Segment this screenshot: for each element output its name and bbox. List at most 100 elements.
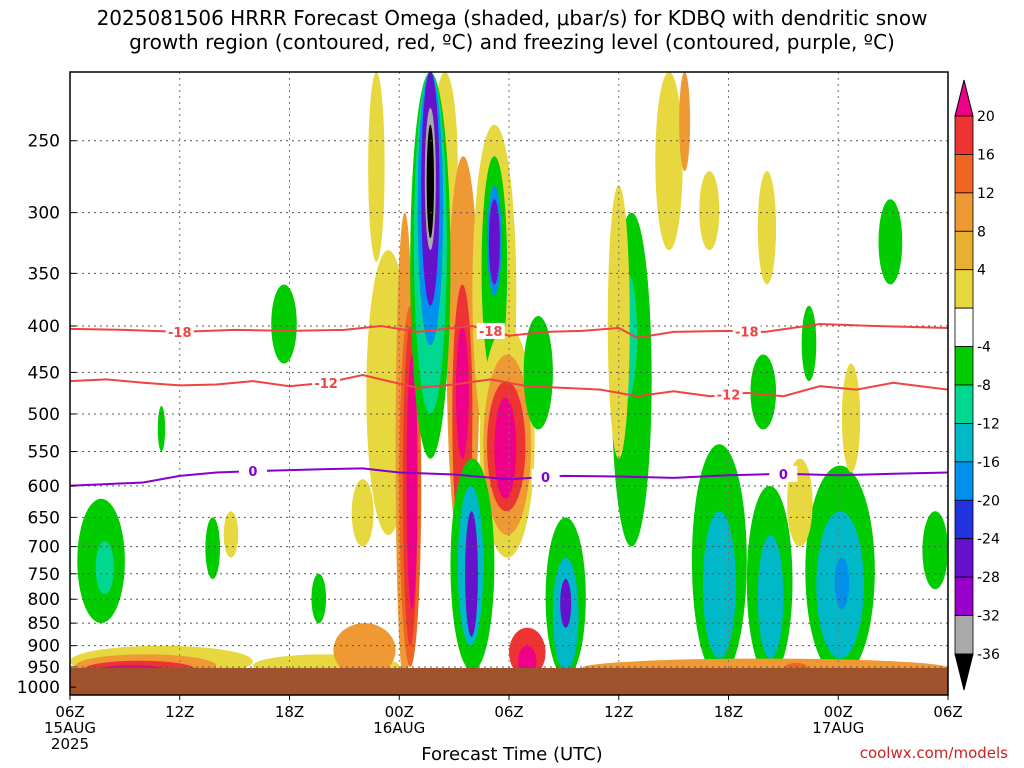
y-tick-label-950: 950	[28, 658, 60, 678]
omega-region-67	[351, 479, 374, 547]
colorbar-swatch-14	[954, 615, 974, 655]
colorbar-label-8: -16	[977, 455, 1000, 471]
colorbar-label-2: 12	[977, 186, 995, 202]
credit-text: coolwx.com/models	[859, 744, 1008, 762]
contour-line--12	[70, 373, 948, 398]
omega-region-38	[699, 171, 720, 251]
colorbar-swatch-4	[954, 230, 974, 271]
colorbar-swatch-13	[954, 576, 974, 616]
x-tick-sublabel-0-0: 15AUG	[44, 719, 96, 737]
x-tick-sublabel-7-0: 17AUG	[812, 719, 864, 737]
omega-region-58	[157, 405, 166, 452]
omega-region-49	[922, 511, 948, 590]
x-tick-label-3: 00Z	[385, 703, 414, 721]
y-tick-label-400: 400	[28, 317, 60, 337]
y-tick-label-550: 550	[28, 443, 60, 463]
colorbar-label-6: -8	[977, 378, 991, 394]
colorbar-swatch-10	[954, 461, 974, 501]
y-tick-label-600: 600	[28, 477, 60, 497]
colorbar-label-10: -24	[977, 532, 1000, 548]
contour-label-0-0: 0	[248, 465, 257, 480]
colorbar-swatch-9	[954, 423, 974, 463]
grid-lines	[70, 72, 948, 668]
contour-label-bg	[769, 465, 798, 482]
y-tick-label-900: 900	[28, 637, 60, 657]
omega-region-44	[757, 535, 784, 659]
y-tick-label-1000: 1000	[17, 678, 60, 698]
colorbar-label-3: 8	[977, 224, 986, 240]
omega-region-68	[223, 511, 239, 558]
contour-label-0-1: 0	[541, 471, 550, 486]
omega-region-65	[582, 658, 948, 668]
y-tick-label-800: 800	[28, 590, 60, 610]
x-tick-sublabel-3-0: 16AUG	[373, 719, 425, 737]
y-tick-label-850: 850	[28, 614, 60, 634]
omega-region-42	[702, 511, 736, 659]
contour-label-bg	[238, 463, 267, 480]
y-axis: 250 300 350 400 450 500 550 600 650 700 750 800 850 9…	[17, 132, 76, 698]
omega-region-36	[655, 72, 683, 251]
y-tick-label-500: 500	[28, 405, 60, 425]
colorbar-swatch-5	[954, 269, 974, 309]
y-tick-label-650: 650	[28, 508, 60, 528]
y-tick-label-300: 300	[28, 204, 60, 224]
omega-region-51	[841, 363, 861, 473]
omega-shading	[70, 72, 948, 668]
chart-title-line-2: growth region (contoured, red, ºC) and f…	[129, 30, 895, 54]
omega-region-52	[801, 305, 817, 382]
y-tick-label-450: 450	[28, 363, 60, 383]
colorbar-label-0: 20	[977, 109, 995, 125]
omega-region-0	[368, 72, 385, 262]
x-tick-label-6: 18Z	[714, 703, 743, 721]
x-tick-label-0: 06Z	[55, 703, 84, 721]
colorbar-label-13: -36	[977, 647, 1000, 663]
colorbar-swatch-12	[954, 538, 974, 578]
y-tick-label-350: 350	[28, 264, 60, 284]
colorbar-label-7: -12	[977, 416, 1000, 432]
contour-label-bg	[732, 323, 761, 340]
omega-region-40	[878, 199, 903, 285]
omega-region-15	[426, 124, 435, 239]
omega-region-56	[205, 517, 220, 580]
colorbar-swatch-1	[954, 115, 974, 155]
colorbar-swatch-7	[954, 346, 974, 386]
x-tick-label-2: 18Z	[275, 703, 304, 721]
x-tick-label-5: 12Z	[604, 703, 633, 721]
colorbar-label-12: -32	[977, 609, 1000, 625]
colorbar-label-9: -20	[977, 493, 1000, 509]
contour-label-bg	[476, 322, 505, 339]
y-tick-label-700: 700	[28, 538, 60, 558]
colorbar-swatch-8	[954, 384, 974, 424]
contour-label-0-2: 0	[779, 468, 788, 483]
omega-region-31	[560, 579, 572, 628]
colorbar-swatch-3	[954, 192, 974, 232]
contour-lines: -18 -18 -18 -12 -12 0 0 0	[70, 322, 948, 487]
x-tick-label-4: 06Z	[494, 703, 523, 721]
contour-label--12-0: -12	[314, 377, 338, 392]
colorbar-label-4: 4	[977, 263, 986, 279]
omega-region-57	[311, 573, 327, 624]
omega-region-19	[488, 199, 500, 285]
omega-region-23	[494, 397, 517, 499]
x-tick-sublabel-0-1: 2025	[51, 735, 89, 753]
omega-region-37	[679, 72, 691, 172]
chart-title-line-1: 2025081506 HRRR Forecast Omega (shaded, …	[96, 6, 928, 30]
colorbar-swatch-11	[954, 499, 974, 540]
contour-label--18-1: -18	[479, 325, 503, 340]
contour-label-bg	[714, 386, 743, 403]
colorbar-top-arrow	[954, 79, 974, 117]
ground-terrain	[70, 668, 948, 695]
omega-region-54	[95, 540, 114, 595]
contour-label-bg	[165, 323, 194, 340]
chart-title: 2025081506 HRRR Forecast Omega (shaded, …	[0, 6, 1024, 54]
contour-label--12-1: -12	[717, 389, 741, 404]
contour-label-bg	[531, 468, 560, 485]
omega-region-28	[518, 645, 537, 668]
omega-region-39	[757, 171, 777, 285]
colorbar-label-1: 16	[977, 147, 995, 163]
contour-label--18-0: -18	[168, 326, 192, 341]
omega-region-35	[607, 185, 630, 459]
x-tick-label-1: 12Z	[165, 703, 194, 721]
